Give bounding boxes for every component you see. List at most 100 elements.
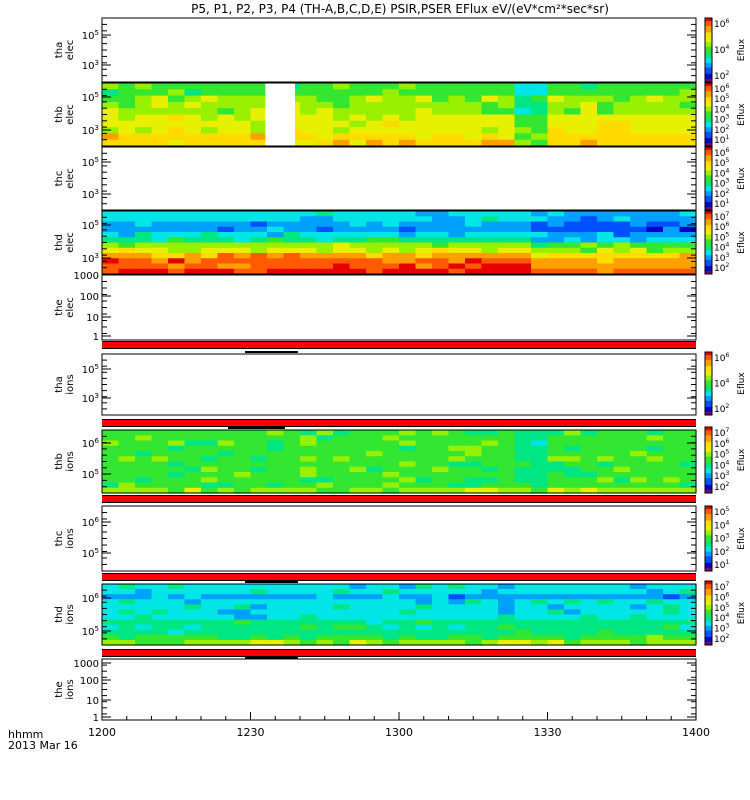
- spectrogram-cell: [184, 127, 202, 134]
- colorbar-segment: [705, 153, 712, 156]
- spectrogram-cell: [630, 263, 648, 270]
- spectrogram-cell: [184, 461, 202, 468]
- spectrogram-cell: [580, 268, 598, 275]
- spectrogram-cell: [201, 440, 219, 447]
- spectrogram-cell: [118, 268, 136, 275]
- spectrogram-cell: [597, 101, 615, 109]
- spectrogram-cell: [300, 599, 318, 605]
- colorbar-segment: [705, 191, 712, 194]
- spectrogram-cell: [531, 624, 549, 631]
- spectrogram-cell: [399, 127, 417, 134]
- spectrogram-cell: [580, 599, 598, 605]
- y-axis-label: tha: [54, 42, 65, 58]
- x-tick-label: 1330: [534, 726, 562, 739]
- spectrogram-cell: [217, 584, 235, 590]
- spectrogram-cell: [300, 435, 318, 442]
- spectrogram-cell: [663, 487, 681, 494]
- spectrogram-cell: [102, 456, 120, 463]
- colorbar-segment: [705, 59, 712, 62]
- colorbar-segment: [705, 592, 712, 595]
- spectrogram-cell: [663, 133, 681, 141]
- spectrogram-cell: [300, 237, 318, 244]
- spectrogram-cell: [432, 120, 450, 128]
- spectrogram-cell: [448, 95, 466, 103]
- colorbar-segment: [705, 138, 712, 141]
- colorbar-tick-label: 106: [714, 18, 729, 30]
- spectrogram-cell: [613, 216, 631, 223]
- spectrogram-cell: [415, 634, 433, 641]
- y-tick-label: 103: [82, 59, 99, 72]
- spectrogram-cell: [481, 487, 499, 494]
- spectrogram-cell: [201, 114, 219, 122]
- spectrogram-cell: [217, 89, 235, 97]
- spectrogram-cell: [564, 609, 582, 616]
- spectrogram-cell: [531, 584, 549, 590]
- spectrogram-cell: [201, 451, 219, 457]
- colorbar-segment: [705, 270, 712, 273]
- colorbar-segment: [705, 69, 712, 72]
- colorbar-segment: [705, 476, 712, 479]
- spectrogram-cell: [102, 639, 120, 646]
- spectrogram-cell: [613, 461, 631, 468]
- spectrogram-cell: [250, 604, 268, 611]
- spectrogram-cell: [102, 83, 120, 90]
- colorbar-segment: [705, 29, 712, 32]
- colorbar-segment: [705, 408, 712, 411]
- spectrogram-cell: [102, 599, 120, 605]
- spectrogram-cell: [382, 237, 400, 244]
- spectrogram-cell: [597, 466, 615, 473]
- colorbar-segment: [705, 466, 712, 469]
- colorbar-segment: [705, 151, 712, 154]
- spectrogram-cell: [399, 472, 417, 478]
- spectrogram-cell: [547, 461, 565, 468]
- spectrogram-cell: [580, 221, 598, 228]
- spectrogram-cell: [415, 466, 433, 473]
- spectrogram-cell: [135, 263, 153, 270]
- spectrogram-cell: [498, 440, 516, 447]
- spectrogram-cell: [646, 639, 664, 646]
- spectrogram-cell: [399, 114, 417, 122]
- spectrogram-cell: [630, 253, 648, 259]
- colorbar-segment: [705, 80, 712, 83]
- spectrogram-cell: [531, 95, 549, 103]
- spectrogram-cell: [630, 101, 648, 109]
- spectrogram-cell: [399, 445, 417, 452]
- spectrogram-cell: [432, 114, 450, 122]
- time-axis-label-line2: 2013 Mar 16: [8, 739, 78, 752]
- spectrogram-cell: [597, 619, 615, 626]
- spectrogram-cell: [597, 472, 615, 478]
- colorbar-segment: [705, 559, 712, 562]
- spectrogram-cell: [168, 221, 186, 228]
- spectrogram-cell: [498, 614, 516, 621]
- spectrogram-cell: [300, 604, 318, 611]
- colorbar-tick-label: 102: [714, 70, 729, 82]
- spectrogram-cell: [597, 440, 615, 447]
- spectrogram-cell: [349, 482, 367, 489]
- spectrogram-cell: [316, 114, 334, 122]
- spectrogram-cell: [135, 594, 153, 600]
- spectrogram-cell: [465, 589, 483, 595]
- colorbar-segment: [705, 616, 712, 619]
- spectrogram-cell: [184, 120, 202, 128]
- spectrogram-cell: [481, 472, 499, 478]
- colorbar-segment: [705, 545, 712, 548]
- spectrogram-cell: [514, 211, 532, 217]
- spectrogram-cell: [448, 247, 466, 254]
- spectrogram-cell: [564, 247, 582, 254]
- colorbar-segment: [705, 100, 712, 103]
- panel-frame: [101, 353, 697, 416]
- colorbar-tick-label: 103: [714, 114, 729, 126]
- spectrogram-cell: [547, 477, 565, 484]
- spectrogram-cell: [630, 242, 648, 249]
- colorbar-segment: [705, 267, 712, 270]
- panel-frame: [101, 274, 697, 341]
- spectrogram-cell: [267, 445, 285, 452]
- colorbar-segment: [705, 50, 712, 53]
- spectrogram-cell: [448, 108, 466, 116]
- spectrogram-cell: [630, 599, 648, 605]
- spectrogram-cell: [250, 584, 268, 590]
- spectrogram-cell: [151, 139, 169, 147]
- colorbar-segment: [705, 522, 712, 525]
- spectrogram-cell: [646, 609, 664, 616]
